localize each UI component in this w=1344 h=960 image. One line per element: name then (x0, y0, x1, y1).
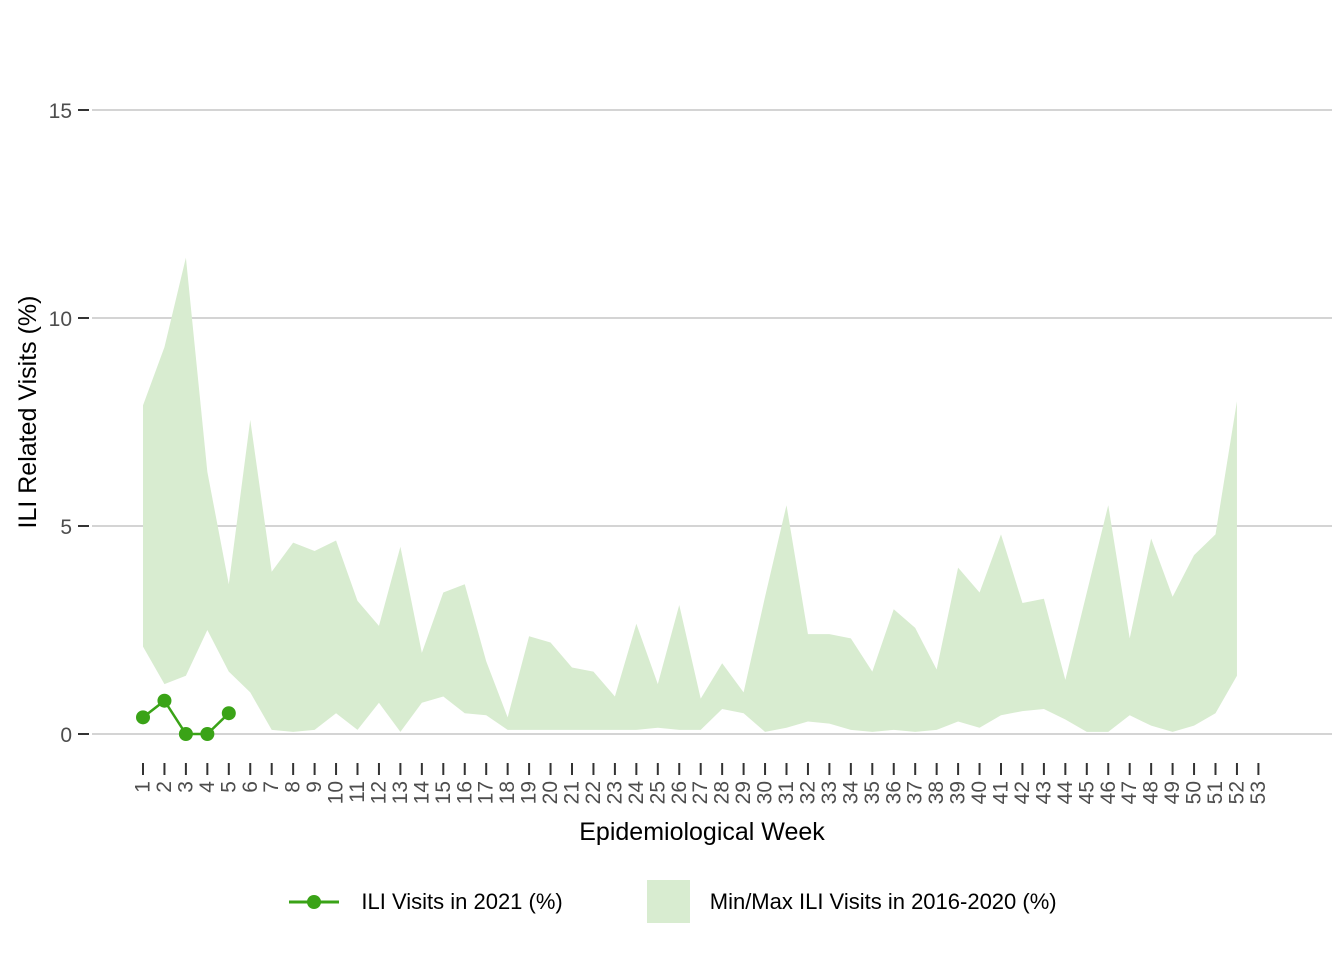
minmax-band (143, 257, 1237, 732)
x-tick-label: 51 (1204, 781, 1227, 804)
x-tick-label: 36 (882, 781, 905, 804)
x-tick-label: 39 (947, 781, 970, 804)
x-tick-label: 8 (282, 781, 305, 793)
x-tick-label: 6 (239, 781, 262, 793)
x-tick-label: 1 (132, 781, 155, 793)
x-tick-label: 33 (818, 781, 841, 804)
x-tick-label: 3 (174, 781, 197, 793)
y-axis-title: ILI Related Visits (%) (14, 296, 42, 529)
x-tick-label: 49 (1161, 781, 1184, 804)
ili-2021-line (136, 693, 236, 741)
x-tick-label: 12 (367, 781, 390, 804)
x-tick-label: 16 (453, 781, 476, 804)
x-tick-label: 37 (904, 781, 927, 804)
legend-item-minmax: Min/Max ILI Visits in 2016-2020 (%) (646, 880, 1057, 923)
x-tick-label: 31 (775, 781, 798, 804)
x-tick-label: 45 (1075, 781, 1098, 804)
x-tick-label: 34 (839, 781, 862, 805)
x-tick-label: 19 (518, 781, 541, 804)
x-tick-label: 32 (796, 781, 819, 804)
y-axis: 0 5 10 15 (49, 100, 89, 747)
x-tick-label: 47 (1118, 781, 1141, 804)
x-tick-label: 25 (646, 781, 669, 804)
x-tick-label: 15 (432, 781, 455, 804)
legend-label-2021: ILI Visits in 2021 (%) (361, 888, 563, 914)
x-tick-label: 22 (582, 781, 605, 804)
y-tick-label: 10 (49, 308, 72, 331)
x-tick-label: 13 (389, 781, 412, 804)
x-tick-label: 10 (325, 781, 348, 804)
x-tick-label: 35 (861, 781, 884, 804)
x-tick-label: 17 (475, 781, 498, 804)
x-tick-label: 4 (196, 781, 219, 793)
x-tick-label: 14 (410, 781, 433, 805)
x-tick-label: 41 (990, 781, 1013, 804)
y-tick-label: 5 (60, 516, 72, 539)
x-tick-label: 52 (1225, 781, 1248, 804)
x-tick-label: 27 (689, 781, 712, 804)
x-tick-label: 7 (260, 781, 283, 793)
x-tick-label: 23 (603, 781, 626, 804)
legend: ILI Visits in 2021 (%) Min/Max ILI Visit… (0, 880, 1344, 923)
x-tick-label: 42 (1011, 781, 1034, 804)
x-tick-label: 21 (561, 781, 584, 804)
x-tick-label: 50 (1183, 781, 1206, 804)
x-tick-label: 26 (668, 781, 691, 804)
x-tick-label: 9 (303, 781, 326, 793)
x-tick-label: 30 (754, 781, 777, 804)
x-tick-label: 53 (1247, 781, 1270, 804)
x-axis-title: Epidemiological Week (579, 818, 825, 846)
x-tick-label: 40 (968, 781, 991, 804)
x-tick-label: 5 (217, 781, 240, 793)
x-tick-label: 44 (1054, 781, 1077, 805)
x-tick-label: 24 (625, 781, 648, 805)
x-tick-label: 46 (1097, 781, 1120, 804)
x-tick-label: 20 (539, 781, 562, 804)
y-tick-label: 0 (60, 724, 72, 747)
x-tick-label: 11 (346, 781, 369, 803)
legend-label-minmax: Min/Max ILI Visits in 2016-2020 (%) (709, 888, 1057, 914)
legend-fill-swatch (646, 880, 690, 923)
x-tick-label: 48 (1140, 781, 1163, 804)
x-tick-label: 2 (153, 781, 176, 793)
x-tick-label: 29 (732, 781, 755, 804)
y-tick-label: 15 (49, 100, 72, 123)
x-tick-label: 18 (496, 781, 519, 804)
legend-line-marker-sample (289, 894, 340, 909)
x-tick-label: 28 (711, 781, 734, 804)
x-tick-label: 43 (1032, 781, 1055, 804)
legend-item-2021: ILI Visits in 2021 (%) (287, 884, 563, 920)
gridlines (92, 109, 1332, 735)
x-tick-label: 38 (925, 781, 948, 804)
x-axis: 1234567891011121314151617181920212223242… (132, 763, 1270, 804)
